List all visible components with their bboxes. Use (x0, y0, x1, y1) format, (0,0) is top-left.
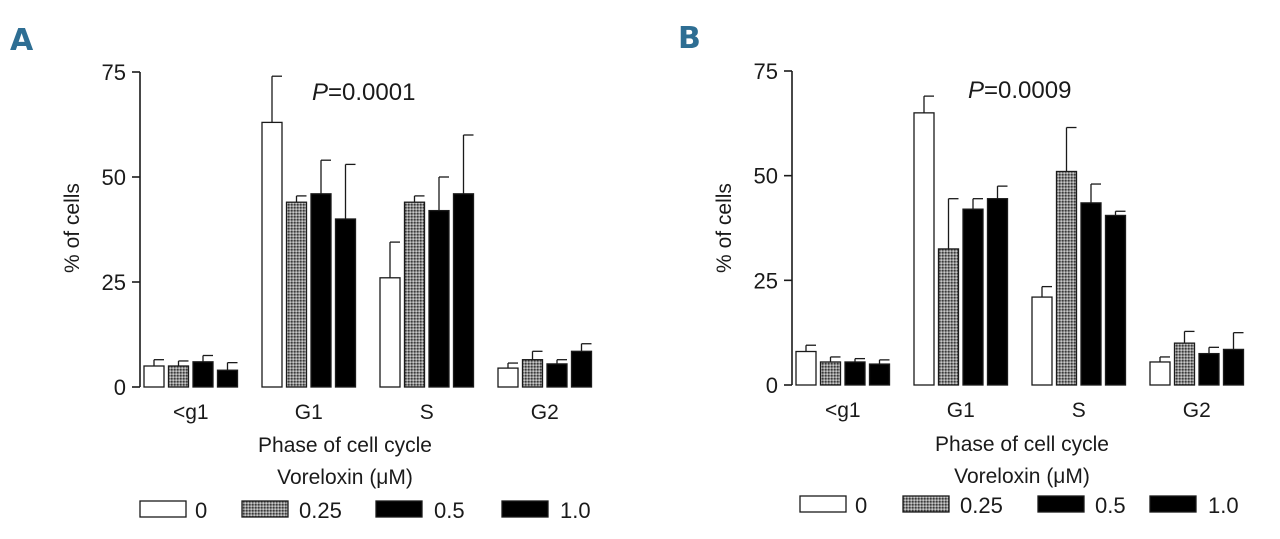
panel-a-legend-label-0: 0 (195, 498, 207, 523)
panel-a-bar-s-series-025 (403, 201, 426, 388)
panel-a-bar-g2-series-0 (497, 367, 519, 388)
panel-b-bar-g1-series-0 (795, 350, 817, 386)
panel-b-category-label: <g1 (825, 399, 861, 422)
panel-a-legend-label-05: 0.5 (434, 498, 465, 523)
panel-b-p-value: P=0.0009 (968, 77, 1071, 104)
panel-a: A 0 25 50 75 <g1 G1 S G2 P=0.0001 Phase of cell… (10, 23, 593, 523)
panel-b-legend-swatch-0 (799, 495, 847, 513)
panel-b-bar-s-series-05 (1080, 202, 1102, 386)
panel-a-bar-g2-series-05 (546, 363, 568, 388)
panel-a-legend-swatch-0 (139, 500, 187, 518)
panel-a-bar-g1-series-0 (143, 365, 165, 388)
panel-b-legend-label-10: 1.0 (1208, 493, 1239, 518)
panel-a-category-label: G2 (531, 401, 559, 424)
panel-a-y-tick-label: 0 (114, 375, 126, 400)
panel-b-y-tick-label: 25 (754, 268, 778, 293)
panel-b-category-label: G1 (947, 399, 975, 422)
panel-b-y-tick-label: 75 (754, 59, 778, 84)
panel-a-bar-s-series-10 (452, 193, 475, 388)
panel-b-legend-swatch-10 (1149, 495, 1197, 513)
panel-b-bar-g1-series-05 (962, 208, 984, 386)
panel-b-axes: 0 25 50 75 <g1 G1 S G2 (754, 59, 1245, 422)
panel-a-bar-g1-series-0 (261, 121, 283, 388)
panel-a-bar-g1-series-10 (334, 218, 357, 388)
panel-a-legend-title: Voreloxin (μM) (277, 466, 413, 489)
panel-b-bar-s-series-10 (1104, 214, 1127, 386)
panel-a-axes: 0 25 50 75 <g1 G1 S G2 (102, 60, 593, 424)
panel-b-bar-g1-series-05 (844, 361, 866, 386)
panel-b-legend: 0 0.25 0.5 1.0 (799, 493, 1239, 518)
panel-b-legend-label-0: 0 (855, 493, 867, 518)
panel-a-legend-label-025: 0.25 (299, 498, 342, 523)
panel-b-legend-swatch-05 (1037, 495, 1085, 513)
panel-b-bar-g2-series-0 (1149, 361, 1171, 386)
panel-b-y-tick-label: 0 (766, 373, 778, 398)
panel-a-p-value: P=0.0001 (312, 79, 415, 106)
panel-a-bar-s-series-05 (428, 209, 450, 388)
panel-a-category-label: <g1 (173, 401, 209, 424)
panel-b-y-tick-label: 50 (754, 164, 778, 189)
panel-b-bar-g1-series-10 (868, 363, 891, 386)
panel-a-legend-swatch-10 (501, 500, 549, 518)
panel-b-x-axis-title: Phase of cell cycle (935, 433, 1109, 456)
panel-a-bar-g2-series-10 (570, 350, 593, 388)
panel-b-bar-s-series-0 (1031, 296, 1053, 386)
panel-b-bar-g2-series-10 (1222, 348, 1245, 386)
panel-b-category-label: G2 (1183, 399, 1211, 422)
panel-a-letter: A (10, 23, 34, 58)
panel-b-bar-g1-series-025 (937, 248, 960, 386)
panel-a-y-tick-label: 25 (102, 270, 126, 295)
panel-b-legend-label-05: 0.5 (1095, 493, 1126, 518)
panel-b-category-label: S (1072, 399, 1086, 422)
panel-a-legend-swatch-025 (241, 500, 289, 518)
panel-b-bar-g2-series-025 (1173, 342, 1196, 386)
panel-a-bar-g1-series-025 (285, 201, 308, 388)
panel-a-bar-g1-series-05 (310, 193, 332, 388)
panel-a-y-tick-label: 50 (102, 165, 126, 190)
panel-a-bar-s-series-0 (379, 277, 401, 388)
panel-b-bar-g2-series-05 (1198, 352, 1220, 386)
panel-a-legend-label-10: 1.0 (560, 498, 591, 523)
panel-b-legend-label-025: 0.25 (960, 493, 1003, 518)
panel-a-legend: 0 0.25 0.5 1.0 (139, 498, 591, 523)
panel-b: B 0 25 50 75 <g1 G1 S G2 P=0.0009 Phase of cell… (678, 21, 1245, 518)
panel-b-legend-swatch-025 (902, 495, 950, 513)
panel-a-legend-swatch-05 (375, 500, 423, 518)
panel-a-y-axis-title: % of cells (61, 183, 84, 273)
panel-b-bar-g1-series-025 (819, 361, 842, 386)
panel-b-bar-g1-series-10 (986, 198, 1009, 386)
panel-a-category-label: S (420, 401, 434, 424)
panel-b-y-axis-title: % of cells (713, 183, 736, 273)
panel-b-legend-title: Voreloxin (μM) (954, 465, 1090, 488)
panel-b-letter: B (678, 21, 701, 56)
panel-b-bar-s-series-025 (1055, 170, 1078, 386)
panel-a-bar-g1-series-10 (216, 369, 239, 388)
panel-a-bar-g1-series-025 (167, 365, 190, 388)
panel-a-category-label: G1 (295, 401, 323, 424)
panel-b-bar-g1-series-0 (913, 112, 935, 386)
panel-a-y-tick-label: 75 (102, 60, 126, 85)
panel-a-x-axis-title: Phase of cell cycle (258, 434, 432, 457)
panel-a-bar-g1-series-05 (192, 361, 214, 388)
panel-a-bar-g2-series-025 (521, 359, 544, 388)
